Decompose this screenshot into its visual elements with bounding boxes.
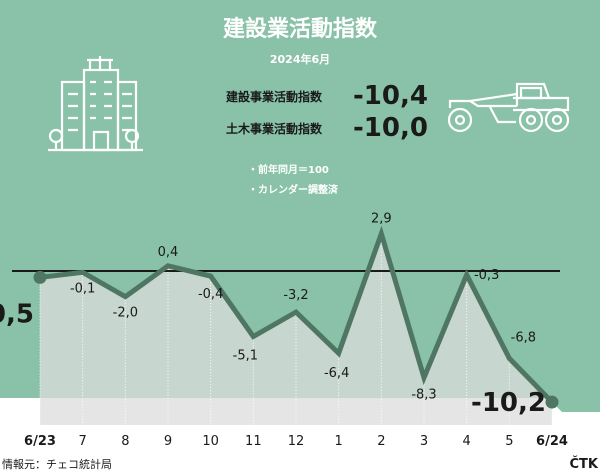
chart-droplines [39,233,553,425]
data-label-9: -8,3 [411,388,436,403]
x-tick-label-2: 8 [121,434,129,449]
chart-data-labels: -0,5 -0,1 -2,0 0,4 -0,4 -5,1 -3,2 -6,4 2,9 -8,3 -0… [0,212,546,418]
note-calendar: ・カレンダー調整済 [248,183,339,196]
data-label-5: -5,1 [233,349,258,364]
x-tick-label-9: 3 [420,434,428,449]
data-label-4: -0,4 [198,287,223,302]
data-label-0: -0,5 [0,299,34,329]
chart-line-layer [33,225,559,409]
date-subtitle: 2024年6月 [270,52,330,66]
x-tick-label-10: 4 [463,434,471,449]
building-index-value: -10,4 [353,81,428,111]
data-point-12 [545,395,559,409]
chart-x-tick-labels: 6/23 7 8 9 10 11 12 1 2 3 4 5 6/24 [24,434,568,449]
data-label-11: -6,8 [511,330,536,345]
chart-title: 建設業活動指数 [223,16,378,42]
data-label-8: 2,9 [371,212,392,227]
data-label-7: -6,4 [324,366,349,381]
x-tick-label-8: 2 [377,434,385,449]
data-label-6: -3,2 [283,288,308,303]
x-tick-label-7: 1 [335,434,343,449]
x-tick-label-0: 6/23 [24,434,56,449]
building-icon [48,56,143,152]
x-tick-label-5: 11 [245,434,262,449]
data-label-1: -0,1 [70,281,95,296]
data-label-10: -0,3 [474,268,499,283]
x-tick-label-6: 12 [288,434,305,449]
x-tick-label-11: 5 [505,434,513,449]
note-yoy: ・前年同月＝100 [248,163,329,176]
x-tick-label-1: 7 [79,434,87,449]
agency-logo-text: ČTK [570,456,599,472]
civil-index-value: -10,0 [353,113,428,143]
civil-index-label: 土木事業活動指数 [226,121,323,136]
data-label-3: 0,4 [158,245,179,260]
x-tick-label-12: 6/24 [536,434,568,449]
x-tick-label-3: 9 [164,434,172,449]
source-label: 情報元：チェコ統計局 [2,457,112,471]
building-index-label: 建設事業活動指数 [225,89,323,104]
x-tick-label-4: 10 [202,434,219,449]
road-grader-icon [447,82,570,133]
data-label-2: -2,0 [113,306,138,321]
data-label-12: -10,2 [471,388,546,418]
data-point-0 [33,270,47,284]
series-line [39,225,554,404]
